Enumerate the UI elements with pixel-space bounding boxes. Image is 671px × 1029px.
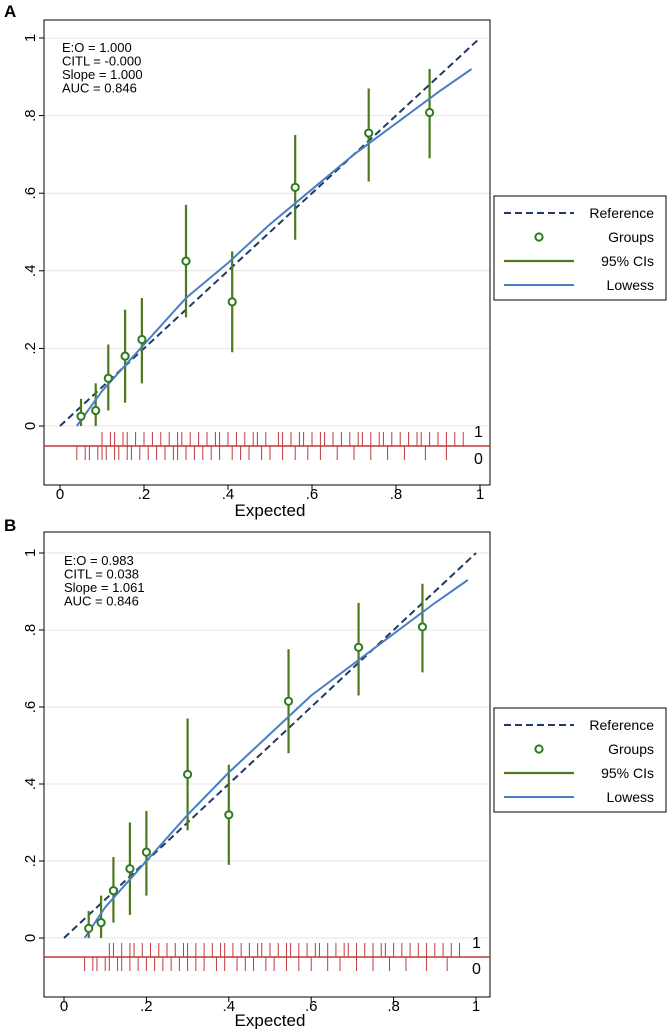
legend-label: 95% CIs: [601, 253, 654, 269]
group-point: [141, 847, 151, 857]
group-point: [181, 256, 191, 266]
legend-label: Lowess: [607, 789, 654, 805]
plot-frame: [43, 531, 491, 998]
group-point: [425, 107, 435, 118]
legend-label: Reference: [589, 717, 654, 733]
stats-line: AUC = 0.846: [62, 81, 137, 96]
group-point: [283, 696, 294, 706]
group-point: [96, 918, 106, 928]
x-tick-label: .2: [138, 486, 151, 503]
legend-label: Groups: [608, 741, 654, 757]
y-tick-label: 1: [22, 549, 39, 557]
y-tick-label: .2: [22, 855, 39, 868]
legend: Reference Groups 95% CIs Lowess: [493, 195, 667, 301]
stats-line: CITL = -0.000: [62, 54, 141, 69]
lowess-curve: [75, 68, 473, 427]
reference-line: [63, 552, 477, 939]
group-point: [183, 769, 193, 779]
group-point: [108, 886, 119, 896]
y-tick-label: .4: [22, 778, 39, 791]
x-axis-title: Expected: [235, 501, 306, 520]
group-point: [91, 405, 101, 416]
panel-label: A: [4, 2, 16, 21]
x-tick-label: 1: [476, 486, 484, 503]
legend-groups-symbol: [534, 232, 544, 242]
x-tick-label: 1: [472, 998, 480, 1015]
legend-label: Lowess: [607, 277, 654, 293]
stats-line: CITL = 0.038: [64, 567, 139, 582]
rug-label-event: 1: [472, 935, 481, 952]
legend-groups-symbol: [534, 744, 544, 754]
y-tick-label: .6: [22, 701, 39, 714]
group-point: [224, 810, 234, 820]
legend-label: Reference: [589, 205, 654, 221]
y-tick-label: 0: [22, 934, 39, 942]
y-tick-label: 0: [22, 422, 39, 430]
x-tick-label: .6: [306, 486, 319, 503]
y-tick-label: .8: [22, 109, 39, 122]
group-point: [120, 351, 130, 361]
y-tick-label: 1: [22, 34, 39, 42]
stats-line: AUC = 0.846: [64, 594, 139, 609]
group-point: [84, 923, 94, 933]
reference-line: [59, 37, 481, 427]
x-tick-label: .8: [390, 486, 403, 503]
stats-line: E:O = 1.000: [62, 40, 132, 55]
legend: Reference Groups 95% CIs Lowess: [493, 707, 667, 813]
x-tick-label: 0: [56, 486, 64, 503]
y-tick-label: .6: [22, 187, 39, 200]
group-point: [290, 182, 300, 192]
stats-line: Slope = 1.061: [64, 580, 145, 595]
group-point: [417, 622, 428, 632]
legend-box: [493, 195, 667, 301]
y-tick-label: .2: [22, 342, 39, 355]
x-tick-label: .6: [305, 998, 318, 1015]
calibration-panel-a: A 0 .2 .4 .6 .8 1 0 .2 .4 .6 .8 1 Expected 1 0 E:O = 1.0…: [4, 2, 667, 520]
x-tick-label: .4: [222, 486, 235, 503]
y-tick-label: .4: [22, 265, 39, 278]
x-axis-title: Expected: [235, 1011, 306, 1029]
x-tick-label: .2: [140, 998, 153, 1015]
legend-label: 95% CIs: [601, 765, 654, 781]
plot-frame: [43, 19, 491, 486]
panel-label: B: [4, 516, 16, 535]
group-point: [137, 334, 147, 345]
y-tick-label: .8: [22, 624, 39, 637]
lowess-curve: [83, 579, 469, 939]
x-tick-label: 0: [60, 998, 68, 1015]
rug-label-nonevent: 0: [472, 961, 481, 978]
x-tick-label: .8: [387, 998, 400, 1015]
group-point: [364, 128, 374, 138]
group-point: [76, 411, 86, 421]
rug-label-event: 1: [474, 424, 483, 441]
group-point: [353, 642, 364, 652]
x-tick-label: .4: [223, 998, 236, 1015]
rug-label-nonevent: 0: [474, 451, 483, 468]
legend-label: Groups: [608, 229, 654, 245]
stats-line: Slope = 1.000: [62, 67, 143, 82]
group-point: [125, 864, 135, 874]
legend-box: [493, 707, 667, 813]
group-point: [227, 297, 237, 307]
calibration-panel-b: B 0 .2 .4 .6 .8 1 0 .2 .4 .6 .8 1 Expected 1 0 E:O = 0.9…: [4, 516, 667, 1029]
stats-line: E:O = 0.983: [64, 553, 134, 568]
group-point: [103, 373, 113, 383]
